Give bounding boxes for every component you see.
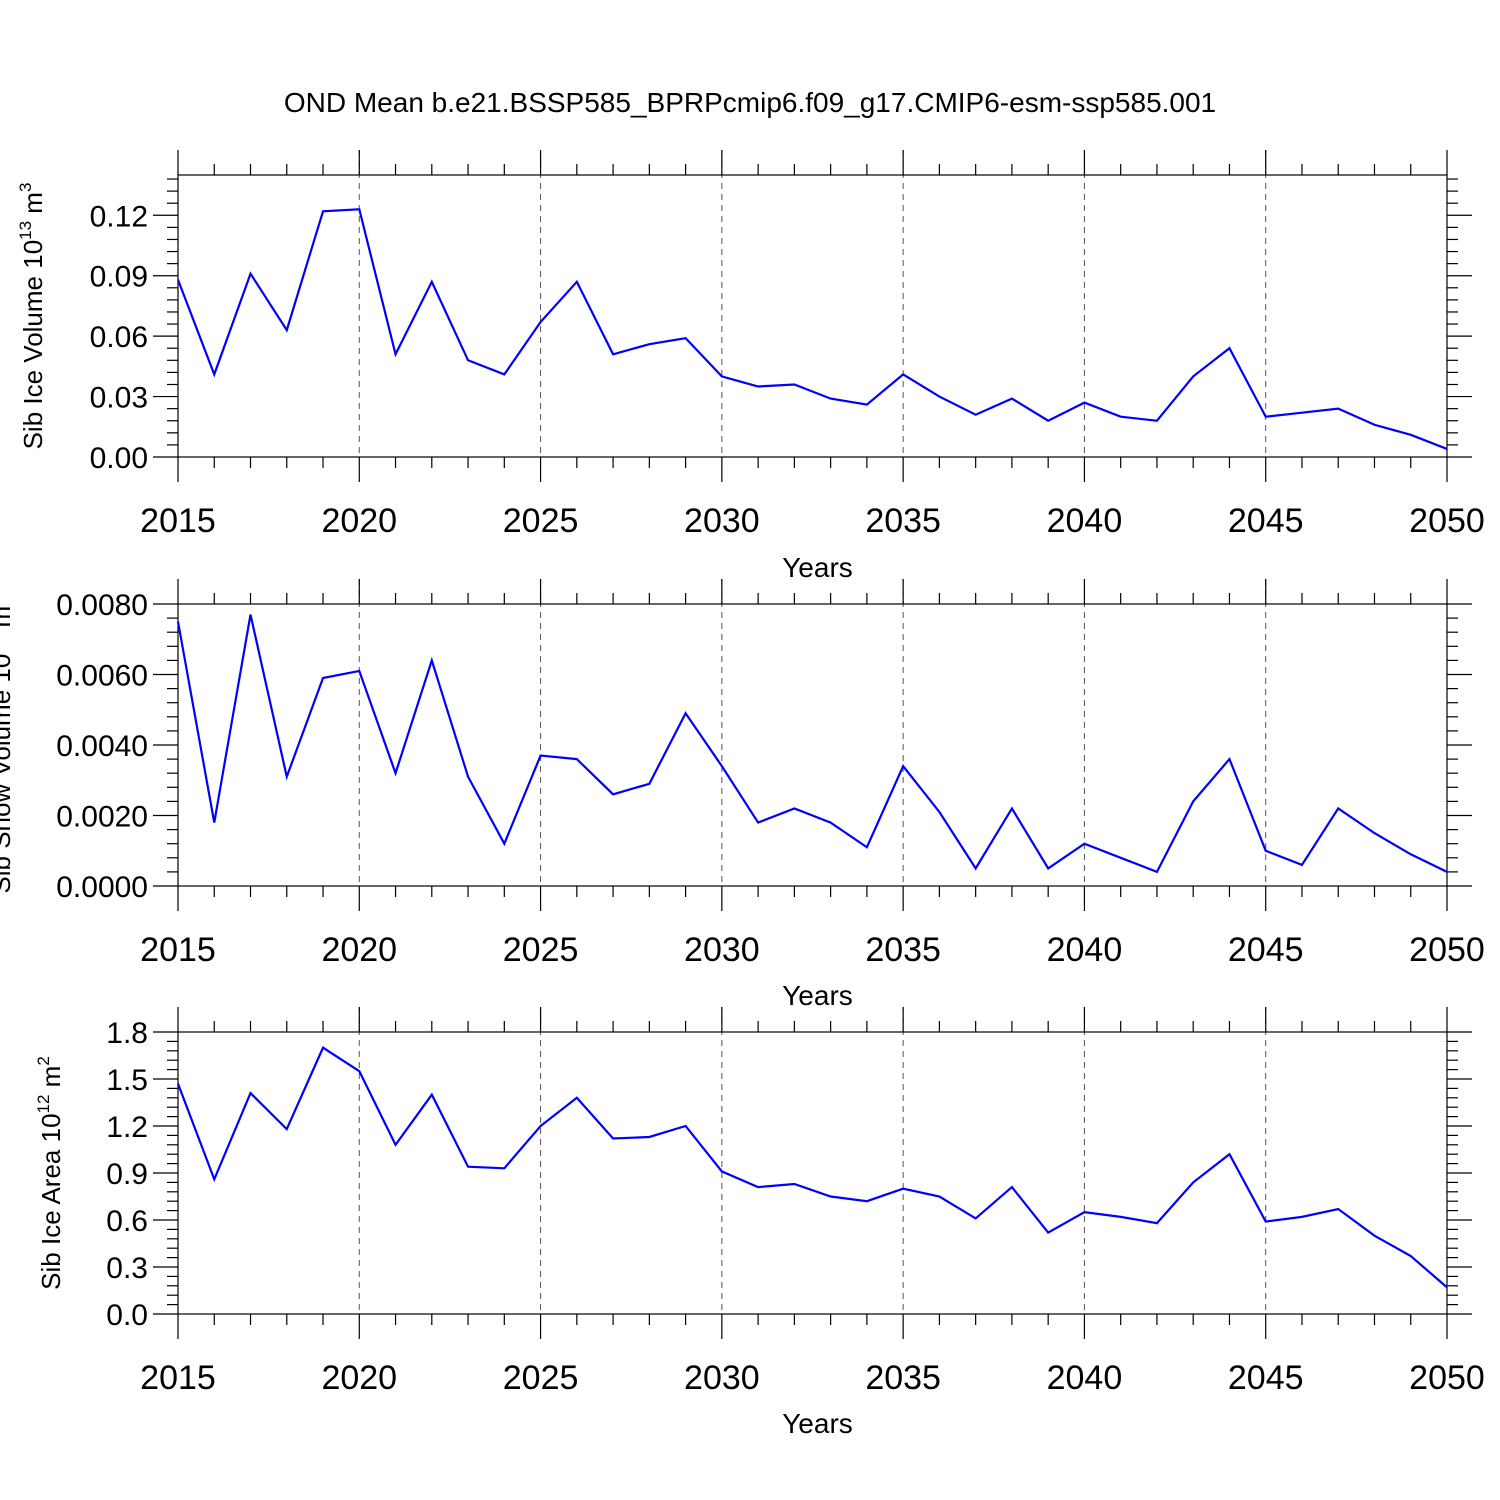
y-tick-label: 0.06: [90, 321, 148, 354]
y-tick-label: 1.5: [106, 1064, 148, 1097]
panel-3: 2015 2020 2025 2030 2035 2040 2045 2050 0.0 0.3 0.…: [34, 1007, 1485, 1439]
x-tick-label: 2040: [1047, 931, 1123, 969]
y-tick-label: 0.3: [106, 1252, 148, 1285]
x-tick-label: 2045: [1228, 931, 1304, 969]
x-tick-label: 2050: [1409, 502, 1485, 540]
x-tick-label: 2040: [1047, 502, 1123, 540]
y-tick-label: 0.0040: [56, 730, 148, 763]
x-tick-label: 2030: [684, 931, 760, 969]
x-tick-label: 2020: [321, 931, 397, 969]
series-line: [176, 1046, 1448, 1289]
x-tick-label: 2045: [1228, 502, 1304, 540]
y-axis-label: Sib Snow Volume 1013 m3: [0, 596, 16, 893]
panel-1: 2015 2020 2025 2030 2035 2040 2045 2050 0.00 0.03…: [16, 150, 1485, 583]
y-tick-label: 0.0020: [56, 801, 148, 834]
y-axis-label: Sib Ice Area 1012 m2: [34, 1056, 66, 1290]
y-tick-label: 1.8: [106, 1017, 148, 1050]
plot-frame: [177, 1031, 1448, 1315]
x-tick-label: 2035: [865, 931, 941, 969]
chart-title: OND Mean b.e21.BSSP585_BPRPcmip6.f09_g17…: [284, 87, 1216, 118]
y-tick-label: 0.0060: [56, 660, 148, 693]
y-tick-label: 0.09: [90, 261, 148, 294]
y-tick-label: 1.2: [106, 1111, 148, 1144]
plot-frame: [177, 174, 1448, 458]
plot-frame: [177, 603, 1448, 887]
x-tick-label: 2035: [865, 502, 941, 540]
x-tick-label: 2030: [684, 1359, 760, 1397]
x-tick-label: 2050: [1409, 1359, 1485, 1397]
x-tick-label: 2040: [1047, 1359, 1123, 1397]
y-tick-label: 0.03: [90, 382, 148, 415]
x-axis-label: Years: [782, 1408, 853, 1439]
y-tick-label: 0.6: [106, 1205, 148, 1238]
x-tick-label: 2045: [1228, 1359, 1304, 1397]
y-tick-label: 0.0000: [56, 871, 148, 904]
y-tick-label: 0.0: [106, 1299, 148, 1332]
y-tick-label: 0.00: [90, 442, 148, 475]
x-tick-label: 2015: [140, 1359, 216, 1397]
x-tick-label: 2025: [503, 502, 579, 540]
x-tick-label: 2025: [503, 1359, 579, 1397]
x-tick-label: 2035: [865, 1359, 941, 1397]
y-tick-label: 0.9: [106, 1158, 148, 1191]
x-tick-label: 2030: [684, 502, 760, 540]
x-tick-label: 2020: [321, 1359, 397, 1397]
series-line: [176, 614, 1448, 874]
y-axis-label: Sib Ice Volume 1013 m3: [16, 183, 48, 450]
x-tick-label: 2025: [503, 931, 579, 969]
y-tick-label: 0.12: [90, 200, 148, 233]
x-axis-label: Years: [782, 552, 853, 583]
x-tick-label: 2050: [1409, 931, 1485, 969]
series-line: [176, 208, 1448, 450]
x-tick-label: 2020: [321, 502, 397, 540]
panel-2: 2015 2020 2025 2030 2035 2040 2045 2050 0.0000 0.…: [0, 579, 1485, 1011]
y-tick-label: 0.0080: [56, 589, 148, 622]
x-axis-label: Years: [782, 980, 853, 1011]
x-tick-label: 2015: [140, 931, 216, 969]
x-tick-label: 2015: [140, 502, 216, 540]
